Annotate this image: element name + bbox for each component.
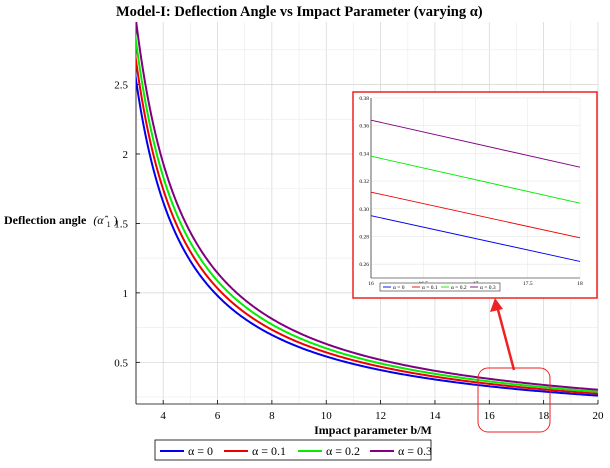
x-tick-label: 14 bbox=[429, 410, 441, 422]
series-line-2 bbox=[136, 33, 598, 393]
x-tick-label: 10 bbox=[321, 410, 333, 422]
inset-legend-label: α = 0.1 bbox=[422, 285, 438, 291]
legend-label: α = 0 bbox=[188, 444, 213, 458]
y-axis-label-close: ) bbox=[114, 213, 118, 227]
x-tick-label: 16 bbox=[484, 410, 496, 422]
x-tick-label: 4 bbox=[160, 410, 166, 422]
inset-x-tick-label: 18 bbox=[577, 281, 583, 287]
inset-y-tick-label: 0.28 bbox=[359, 234, 369, 240]
x-axis-label: Impact parameter b/M bbox=[314, 423, 432, 437]
inset-y-tick-label: 0.38 bbox=[359, 96, 369, 102]
series-line-3 bbox=[136, 22, 598, 391]
legend-label: α = 0.1 bbox=[252, 444, 286, 458]
y-tick-label: 2 bbox=[123, 149, 129, 161]
inset-frame bbox=[352, 91, 598, 299]
x-tick-label: 12 bbox=[375, 410, 386, 422]
y-axis-label: Deflection angle (α̂ 1 ) bbox=[4, 213, 118, 230]
inset-y-tick-label: 0.30 bbox=[359, 207, 369, 213]
y-tick-label: 1 bbox=[123, 288, 129, 300]
y-axis-label-sub: 1 bbox=[107, 220, 111, 229]
series-lines bbox=[136, 22, 598, 397]
zoom-arrow-line bbox=[495, 305, 516, 371]
legend-box bbox=[154, 439, 432, 461]
series-line-0 bbox=[136, 72, 598, 397]
inset-x-tick-label: 17.5 bbox=[523, 281, 533, 287]
legend-label: α = 0.2 bbox=[326, 444, 360, 458]
inset-series-line-0 bbox=[370, 215, 581, 262]
inset-series-line-2 bbox=[370, 155, 581, 204]
inset-legend-box bbox=[379, 282, 501, 292]
y-tick-label: 1.5 bbox=[114, 218, 128, 230]
series-line-1 bbox=[136, 52, 598, 395]
y-axis-label-text: Deflection angle bbox=[4, 213, 87, 227]
zoom-highlight-box bbox=[477, 367, 551, 433]
inset-legend-label: α = 0.3 bbox=[480, 285, 496, 291]
inset-y-tick-label: 0.32 bbox=[359, 179, 369, 185]
inset-series-line-1 bbox=[370, 191, 581, 239]
inset-y-tick-label: 0.36 bbox=[359, 124, 369, 130]
inset-series-line-3 bbox=[370, 119, 581, 168]
inset-legend-label: α = 0 bbox=[393, 285, 405, 291]
legend-label: α = 0.3 bbox=[398, 444, 432, 458]
legend: α = 0 α = 0.1 α = 0.2 α = 0.3 bbox=[160, 444, 432, 458]
x-tick-label: 6 bbox=[215, 410, 221, 422]
zoom-arrow-head bbox=[490, 298, 503, 312]
inset-y-tick-label: 0.34 bbox=[359, 151, 369, 157]
x-tick-label: 18 bbox=[538, 410, 550, 422]
inset-x-tick-label: 16 bbox=[368, 281, 374, 287]
inset-y-tick-label: 0.26 bbox=[359, 262, 369, 268]
inset-chart: 1616.51717.5180.260.280.300.320.340.360.… bbox=[359, 96, 583, 292]
x-tick-label: 8 bbox=[269, 410, 275, 422]
y-tick-label: 0.5 bbox=[114, 357, 128, 369]
y-tick-label: 2.5 bbox=[114, 80, 128, 92]
x-tick-label: 20 bbox=[593, 410, 605, 422]
chart-title: Model-I: Deflection Angle vs Impact Para… bbox=[116, 4, 483, 20]
inset-legend-label: α = 0.2 bbox=[451, 285, 467, 291]
